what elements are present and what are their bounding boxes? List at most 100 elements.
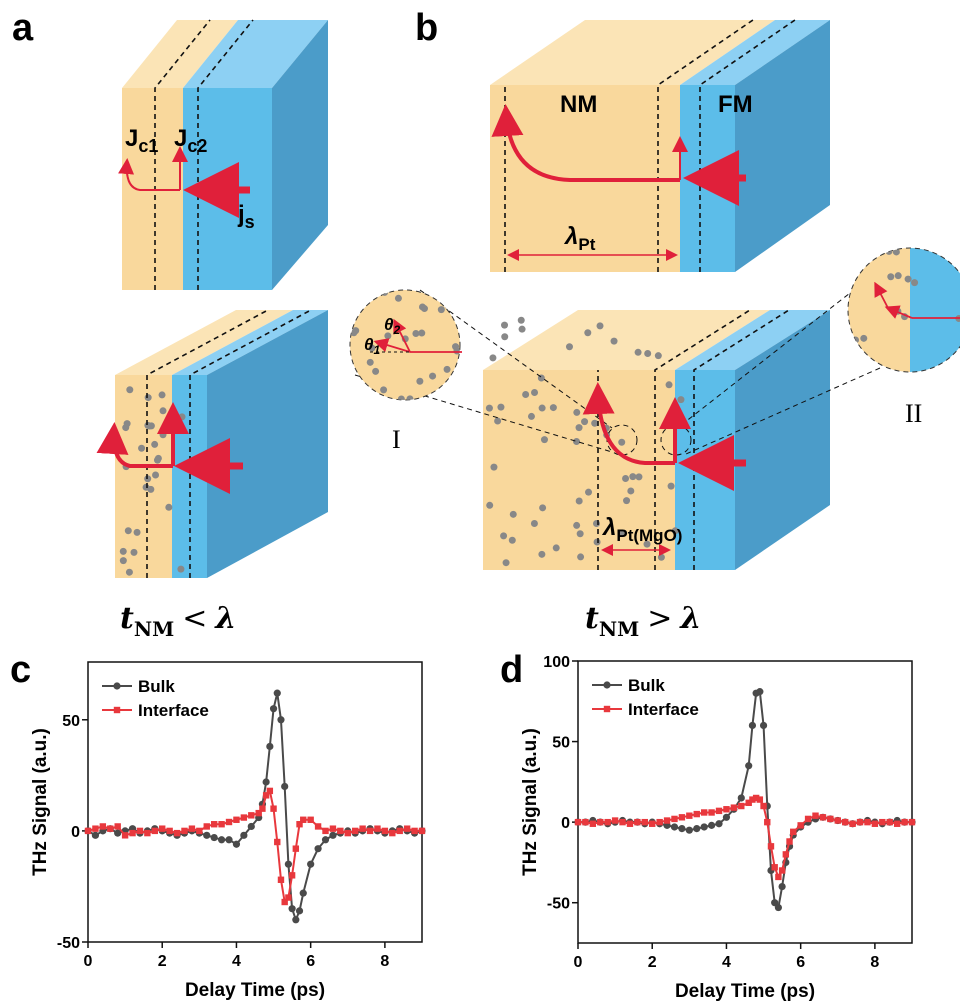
defect-dot [350,329,358,337]
box-a-top [118,19,328,290]
marker [299,889,307,897]
relation: < [182,601,207,636]
y-tick-label: 100 [543,654,570,671]
defect-dot [437,306,445,314]
marker [574,818,582,826]
marker [790,828,797,836]
marker [366,827,374,835]
marker [411,827,418,835]
marker [259,805,266,812]
defect-dot [165,503,173,511]
subscript: s [245,212,255,232]
marker [656,818,663,826]
defect-dot [622,474,630,482]
defect-dot [418,329,426,337]
marker [759,721,768,730]
y-axis-label: THz Signal (a.u.) [520,728,541,876]
marker [700,809,708,816]
defect-dot [497,403,505,411]
defect-dot [671,527,679,535]
series-line [578,690,912,910]
marker [288,872,296,879]
marker [121,832,129,839]
defect-dot [142,483,150,491]
defect-dot [486,501,494,509]
legend-label: Bulk [628,676,665,695]
marker [281,898,288,906]
legend-marker [603,681,611,689]
defect-dot [522,390,530,398]
marker [812,812,819,819]
defect-dot [591,419,599,427]
marker [240,814,248,821]
symbol: θ [364,335,374,354]
marker [686,812,693,819]
panel-label: d [500,649,523,691]
defect-dot [124,527,132,535]
marker [262,778,270,786]
box-b-top [490,19,830,272]
marker [597,818,604,826]
defect-dot [617,529,625,537]
y-axis-label: THz Signal (a.u.) [30,728,51,876]
defect-dot [892,248,900,256]
marker [295,907,304,915]
marker [778,883,786,891]
marker [92,825,99,832]
defect-dot [887,273,895,281]
defect-dot [494,417,502,425]
defect-dot [416,377,424,385]
marker [708,809,715,816]
marker [418,827,426,835]
series [574,794,916,881]
marker [321,836,330,844]
panel-label: c [10,649,31,691]
marker [778,867,786,874]
defect-dot [635,473,643,481]
label-lambda-pt: λPt [563,223,596,254]
marker [285,894,292,901]
marker [166,827,173,835]
y-tick-label: 0 [71,824,80,841]
defect-dot [500,532,508,540]
defect-dot [565,343,573,351]
label-nm: NM [560,91,597,118]
marker [748,721,757,730]
marker [589,820,597,827]
marker [849,820,856,827]
marker [329,831,337,839]
label-theta2: θ2 [384,315,400,337]
marker [292,916,300,924]
marker [292,845,300,852]
y-tick-label: 0 [561,815,570,832]
defect-dot [665,381,673,389]
marker [225,836,233,844]
defect-dot [158,391,166,399]
inset-1 [349,289,462,401]
marker [359,825,366,832]
marker [767,843,775,850]
x-tick-label: 6 [306,953,315,970]
defect-dot [138,444,146,452]
plot-frame [87,661,423,943]
marker [634,818,641,826]
label-fm: FM [718,91,753,118]
marker [722,813,731,821]
defect-dot [584,329,592,337]
marker [99,823,107,830]
marker [738,802,745,810]
marker [196,827,203,835]
defect-dot [508,536,516,544]
defect-dot [485,404,493,412]
symbol: t [585,601,599,636]
box-b-bottom [354,249,906,570]
marker [288,905,296,913]
marker [671,815,678,823]
defect-dot [585,488,593,496]
subscript: 1 [373,343,380,357]
label-js: js [237,201,255,232]
marker [749,796,756,803]
defect-dot [911,279,919,287]
marker [248,812,255,819]
defect-dot [527,412,535,420]
